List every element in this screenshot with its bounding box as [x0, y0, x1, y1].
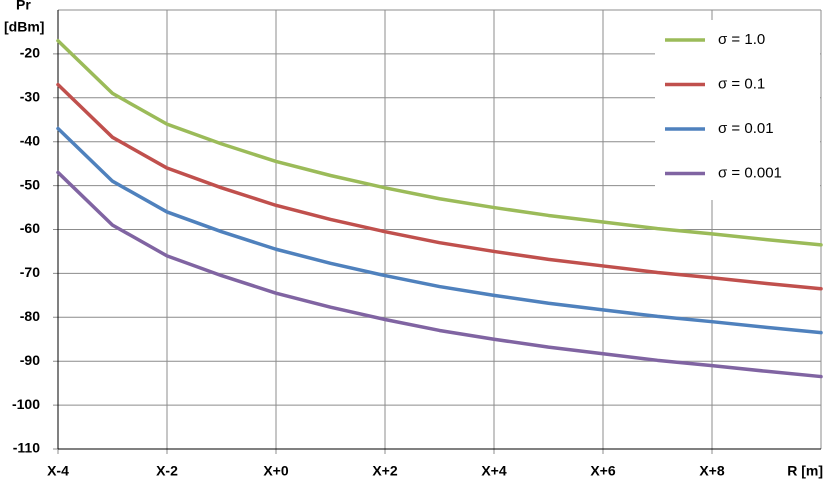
legend-label: σ = 1.0	[718, 31, 765, 48]
legend-label: σ = 0.1	[718, 75, 765, 92]
x-tick-label: X+4	[481, 463, 507, 479]
y-tick-label: -80	[20, 308, 40, 324]
series-line	[56, 170, 823, 379]
x-tick-label: X+2	[372, 463, 398, 479]
y-tick-label: -110	[13, 440, 40, 456]
series-line	[56, 82, 823, 291]
y-tick-label: -90	[20, 352, 40, 368]
series-line	[56, 38, 823, 247]
y-tick-label: -50	[20, 176, 40, 192]
y-tick-label: -70	[20, 264, 40, 280]
x-tick-label: X-4	[47, 463, 69, 479]
x-axis-label: R [m]	[787, 463, 823, 479]
x-tick-label: X+6	[590, 463, 616, 479]
y-tick-label: -40	[20, 132, 40, 148]
y-tick-label: -20	[20, 45, 40, 61]
legend-box	[655, 20, 820, 200]
x-tick-label: X+0	[263, 463, 289, 479]
y-tick-label: -100	[12, 396, 40, 412]
y-axis-unit: [dBm]	[4, 19, 44, 35]
legend-label: σ = 0.001	[718, 164, 782, 181]
series-line	[56, 126, 823, 335]
y-tick-label: -60	[20, 220, 40, 236]
x-tick-label: X-2	[156, 463, 178, 479]
legend-label: σ = 0.01	[718, 120, 774, 137]
y-tick-label: -30	[20, 89, 40, 105]
y-axis-label: Pr	[16, 0, 31, 13]
x-tick-label: X+8	[699, 463, 725, 479]
